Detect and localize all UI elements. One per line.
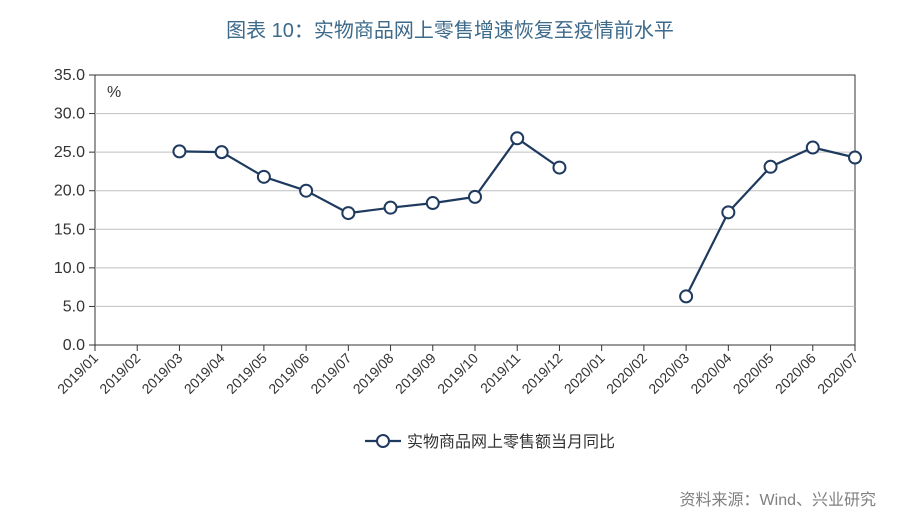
svg-text:35.0: 35.0	[54, 67, 85, 84]
svg-text:2020/02: 2020/02	[603, 350, 650, 397]
svg-text:2019/11: 2019/11	[477, 350, 524, 397]
svg-text:2019/09: 2019/09	[392, 350, 439, 397]
svg-text:2019/03: 2019/03	[138, 350, 185, 397]
source-label: 资料来源：Wind、兴业研究	[680, 486, 876, 510]
svg-text:2019/06: 2019/06	[265, 350, 312, 397]
svg-text:2020/05: 2020/05	[730, 350, 777, 397]
svg-text:20.0: 20.0	[54, 183, 85, 200]
line-chart: 0.05.010.015.020.025.030.035.02019/01201…	[25, 55, 875, 455]
svg-text:2019/02: 2019/02	[96, 350, 143, 397]
svg-text:2020/06: 2020/06	[772, 350, 819, 397]
svg-text:2020/07: 2020/07	[814, 350, 861, 397]
svg-text:30.0: 30.0	[54, 106, 85, 123]
svg-text:2019/10: 2019/10	[434, 350, 481, 397]
svg-text:5.0: 5.0	[63, 298, 85, 315]
svg-text:15.0: 15.0	[54, 221, 85, 238]
chart-wrap: 0.05.010.015.020.025.030.035.02019/01201…	[25, 55, 875, 455]
svg-text:10.0: 10.0	[54, 260, 85, 277]
svg-text:2019/08: 2019/08	[350, 350, 397, 397]
chart-container: 图表 10：实物商品网上零售增速恢复至疫情前水平 0.0 5.0 10.0 15.0 2…	[0, 0, 900, 516]
svg-text:2020/04: 2020/04	[687, 350, 734, 397]
svg-text:2019/04: 2019/04	[181, 350, 228, 397]
svg-text:2020/01: 2020/01	[561, 350, 608, 397]
chart-title: 图表 10：实物商品网上零售增速恢复至疫情前水平	[0, 0, 900, 43]
svg-text:2019/07: 2019/07	[307, 350, 354, 397]
svg-text:2020/03: 2020/03	[645, 350, 692, 397]
svg-text:实物商品网上零售额当月同比: 实物商品网上零售额当月同比	[407, 433, 615, 451]
svg-text:%: %	[107, 84, 121, 101]
svg-text:0.0: 0.0	[63, 337, 85, 354]
svg-text:2019/01: 2019/01	[54, 350, 101, 397]
svg-text:2019/05: 2019/05	[223, 350, 270, 397]
svg-text:25.0: 25.0	[54, 144, 85, 161]
svg-text:2019/12: 2019/12	[518, 350, 565, 397]
